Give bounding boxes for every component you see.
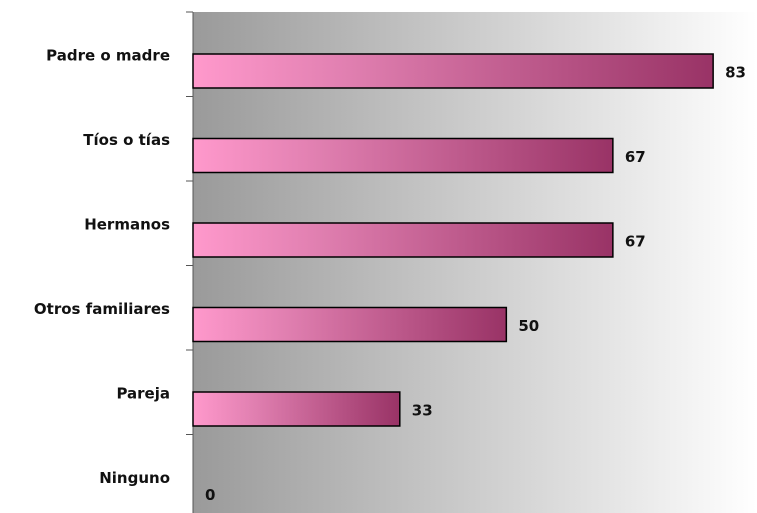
category-label: Ninguno <box>99 469 170 487</box>
value-label: 50 <box>518 317 539 335</box>
value-label: 33 <box>412 402 433 420</box>
category-label: Padre o madre <box>46 47 170 65</box>
category-label: Hermanos <box>84 216 170 234</box>
plot-background <box>193 12 757 513</box>
bar <box>192 391 401 427</box>
bar <box>192 306 508 343</box>
value-label: 67 <box>625 233 646 251</box>
category-label: Otros familiares <box>34 300 170 318</box>
bar <box>192 53 714 89</box>
value-label: 83 <box>725 64 746 82</box>
category-label: Tíos o tías <box>83 131 170 149</box>
value-label: 0 <box>205 486 215 504</box>
category-label: Pareja <box>116 385 170 403</box>
value-label: 67 <box>625 148 646 166</box>
bar <box>192 137 614 174</box>
bar <box>192 222 614 258</box>
